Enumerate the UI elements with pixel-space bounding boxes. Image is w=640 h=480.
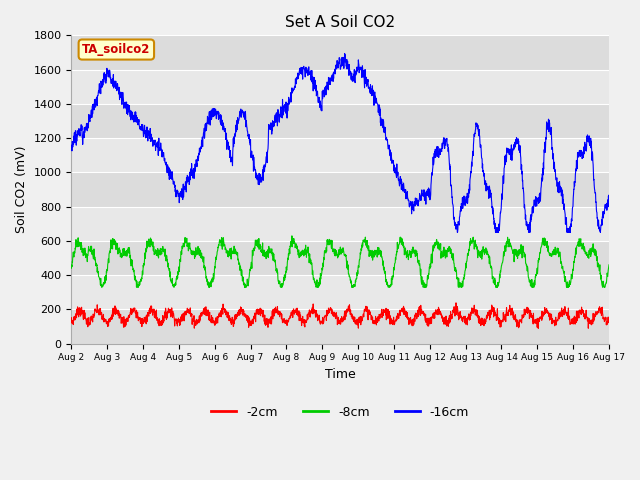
Bar — [72, 70, 609, 104]
Bar — [72, 172, 609, 207]
Text: TA_soilco2: TA_soilco2 — [82, 43, 150, 56]
X-axis label: Time: Time — [325, 368, 356, 381]
Y-axis label: Soil CO2 (mV): Soil CO2 (mV) — [15, 146, 28, 233]
Bar — [72, 138, 609, 172]
Bar — [72, 275, 609, 310]
Title: Set A Soil CO2: Set A Soil CO2 — [285, 15, 396, 30]
Bar — [72, 207, 609, 241]
Bar — [72, 310, 609, 344]
Bar — [72, 104, 609, 138]
Bar — [72, 241, 609, 275]
Bar — [72, 36, 609, 70]
Legend: -2cm, -8cm, -16cm: -2cm, -8cm, -16cm — [207, 401, 474, 424]
